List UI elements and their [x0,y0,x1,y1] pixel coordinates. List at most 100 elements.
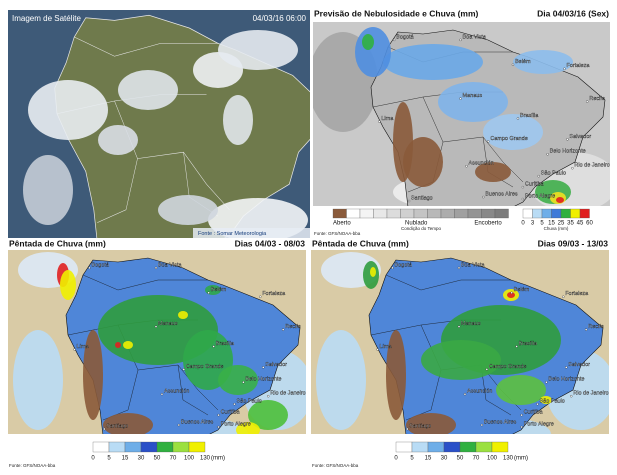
city-label: Boa Vista [463,34,487,40]
dry-area [103,413,153,434]
city-dot [73,348,76,351]
border [385,274,511,291]
city-label: Campo Grande [186,364,224,370]
city-dot [406,427,409,431]
city-dot [282,328,285,331]
rain-swatch [491,441,509,453]
city-label: Belo Horizonte [550,149,586,155]
rain-area [496,375,546,405]
city-label: Assunción [468,161,493,167]
rain-unit: (mm) [514,456,528,462]
city-label: Manaus [158,321,178,327]
cloud-swatch [386,208,401,219]
pentad-map: Bogotá Boa Vista Manaus Belém Fortaleza Recif… [8,250,306,434]
cloud [218,30,298,70]
rain-tick: 100 [487,456,498,462]
rain-unit: (mm) [211,456,225,462]
city-label: Fortaleza [262,291,286,297]
city-dot [562,295,565,298]
border [82,274,208,291]
cloud [98,125,138,155]
city-label: Fortaleza [566,63,590,69]
city-label: Salvador [568,362,590,368]
cloud [118,70,178,110]
rain-tick: 15 [122,456,129,462]
rain-swatch [172,441,190,453]
cloud [23,155,73,225]
rain-tick: 130 [200,456,211,462]
city-dot [457,325,461,328]
rain-swatch [188,441,206,453]
rain-swatch [124,441,142,453]
rain-area [60,270,76,300]
rain-tick: 3 [531,221,535,227]
city-dot [465,165,468,168]
rain-area [383,44,483,80]
city-label: Porto Alegre [525,193,555,199]
rain-area [316,330,366,430]
city-dot [262,366,265,369]
pentad-period: Dias 04/03 - 08/03 [235,238,306,248]
city-dot [154,266,158,270]
rain-tick: 0 [91,456,95,462]
rain-area [475,162,511,182]
city-dot [521,185,525,189]
city-dot [267,395,270,398]
city-label: Buenos Aires [485,192,518,198]
city-dot [463,393,467,396]
city-label: Campo Grande [489,364,527,370]
city-dot [233,403,236,406]
city-dot [459,38,462,42]
city-label: Brasília [216,341,235,347]
city-dot [485,368,488,371]
city-dot [521,197,525,201]
rain-area [556,197,564,203]
city-label: Recife [285,324,301,330]
city-label: Belém [515,59,531,65]
border [177,364,209,416]
satellite-timestamp: 04/03/16 06:00 [253,14,307,23]
city-label: Brasília [519,341,538,347]
city-label: Curitiba [525,182,545,188]
pentad-panel: Pêntada de Chuva (mm) Dias 04/03 - 08/03 B… [8,238,306,468]
rain-area [178,311,188,319]
border [97,158,138,223]
city-dot [571,167,574,170]
rain-tick: 30 [138,456,145,462]
rain-area [115,342,121,348]
city-dot [103,427,106,431]
city-dot [376,348,379,351]
satellite-title: Imagem de Satélite [12,14,81,23]
forecast-panel: Previsão de Nebulosidade e Chuva (mm) Dia… [313,8,610,236]
city-label: Porto Alegre [221,421,251,427]
city-label: Assunción [467,389,492,395]
rain-swatch [443,441,461,453]
city-label: Lima [381,116,394,122]
rain-swatch [411,441,429,453]
rain-tick: 25 [558,221,565,227]
city-label: Buenos Aires [181,420,214,426]
city-label: São Paulo [236,399,261,405]
city-label: Belo Horizonte [245,377,281,383]
city-label: Lima [77,344,90,350]
rain-tick: 5 [410,456,414,462]
city-dot [586,100,589,103]
rain-tick: 30 [441,456,448,462]
pentad-map: Bogotá Boa Vista Manaus Belém Fortaleza Recif… [311,250,609,434]
rain-area [403,137,443,187]
city-dot [378,120,381,123]
rain-area [393,102,413,182]
rain-area [248,400,288,430]
cloud [158,195,218,225]
city-label: Curitiba [221,410,241,416]
cloud-swatch [481,208,496,219]
city-dot [217,425,220,429]
cloud-swatch [454,208,469,219]
city-dot [482,195,485,199]
pentad-map-clip: Bogotá Boa Vista Manaus Belém Fortaleza Recif… [311,250,609,434]
rain-area [421,340,501,380]
cloud [223,95,253,145]
city-label: Recife [588,324,604,330]
rain-tick: 15 [548,221,555,227]
rain-swatch [156,441,174,453]
